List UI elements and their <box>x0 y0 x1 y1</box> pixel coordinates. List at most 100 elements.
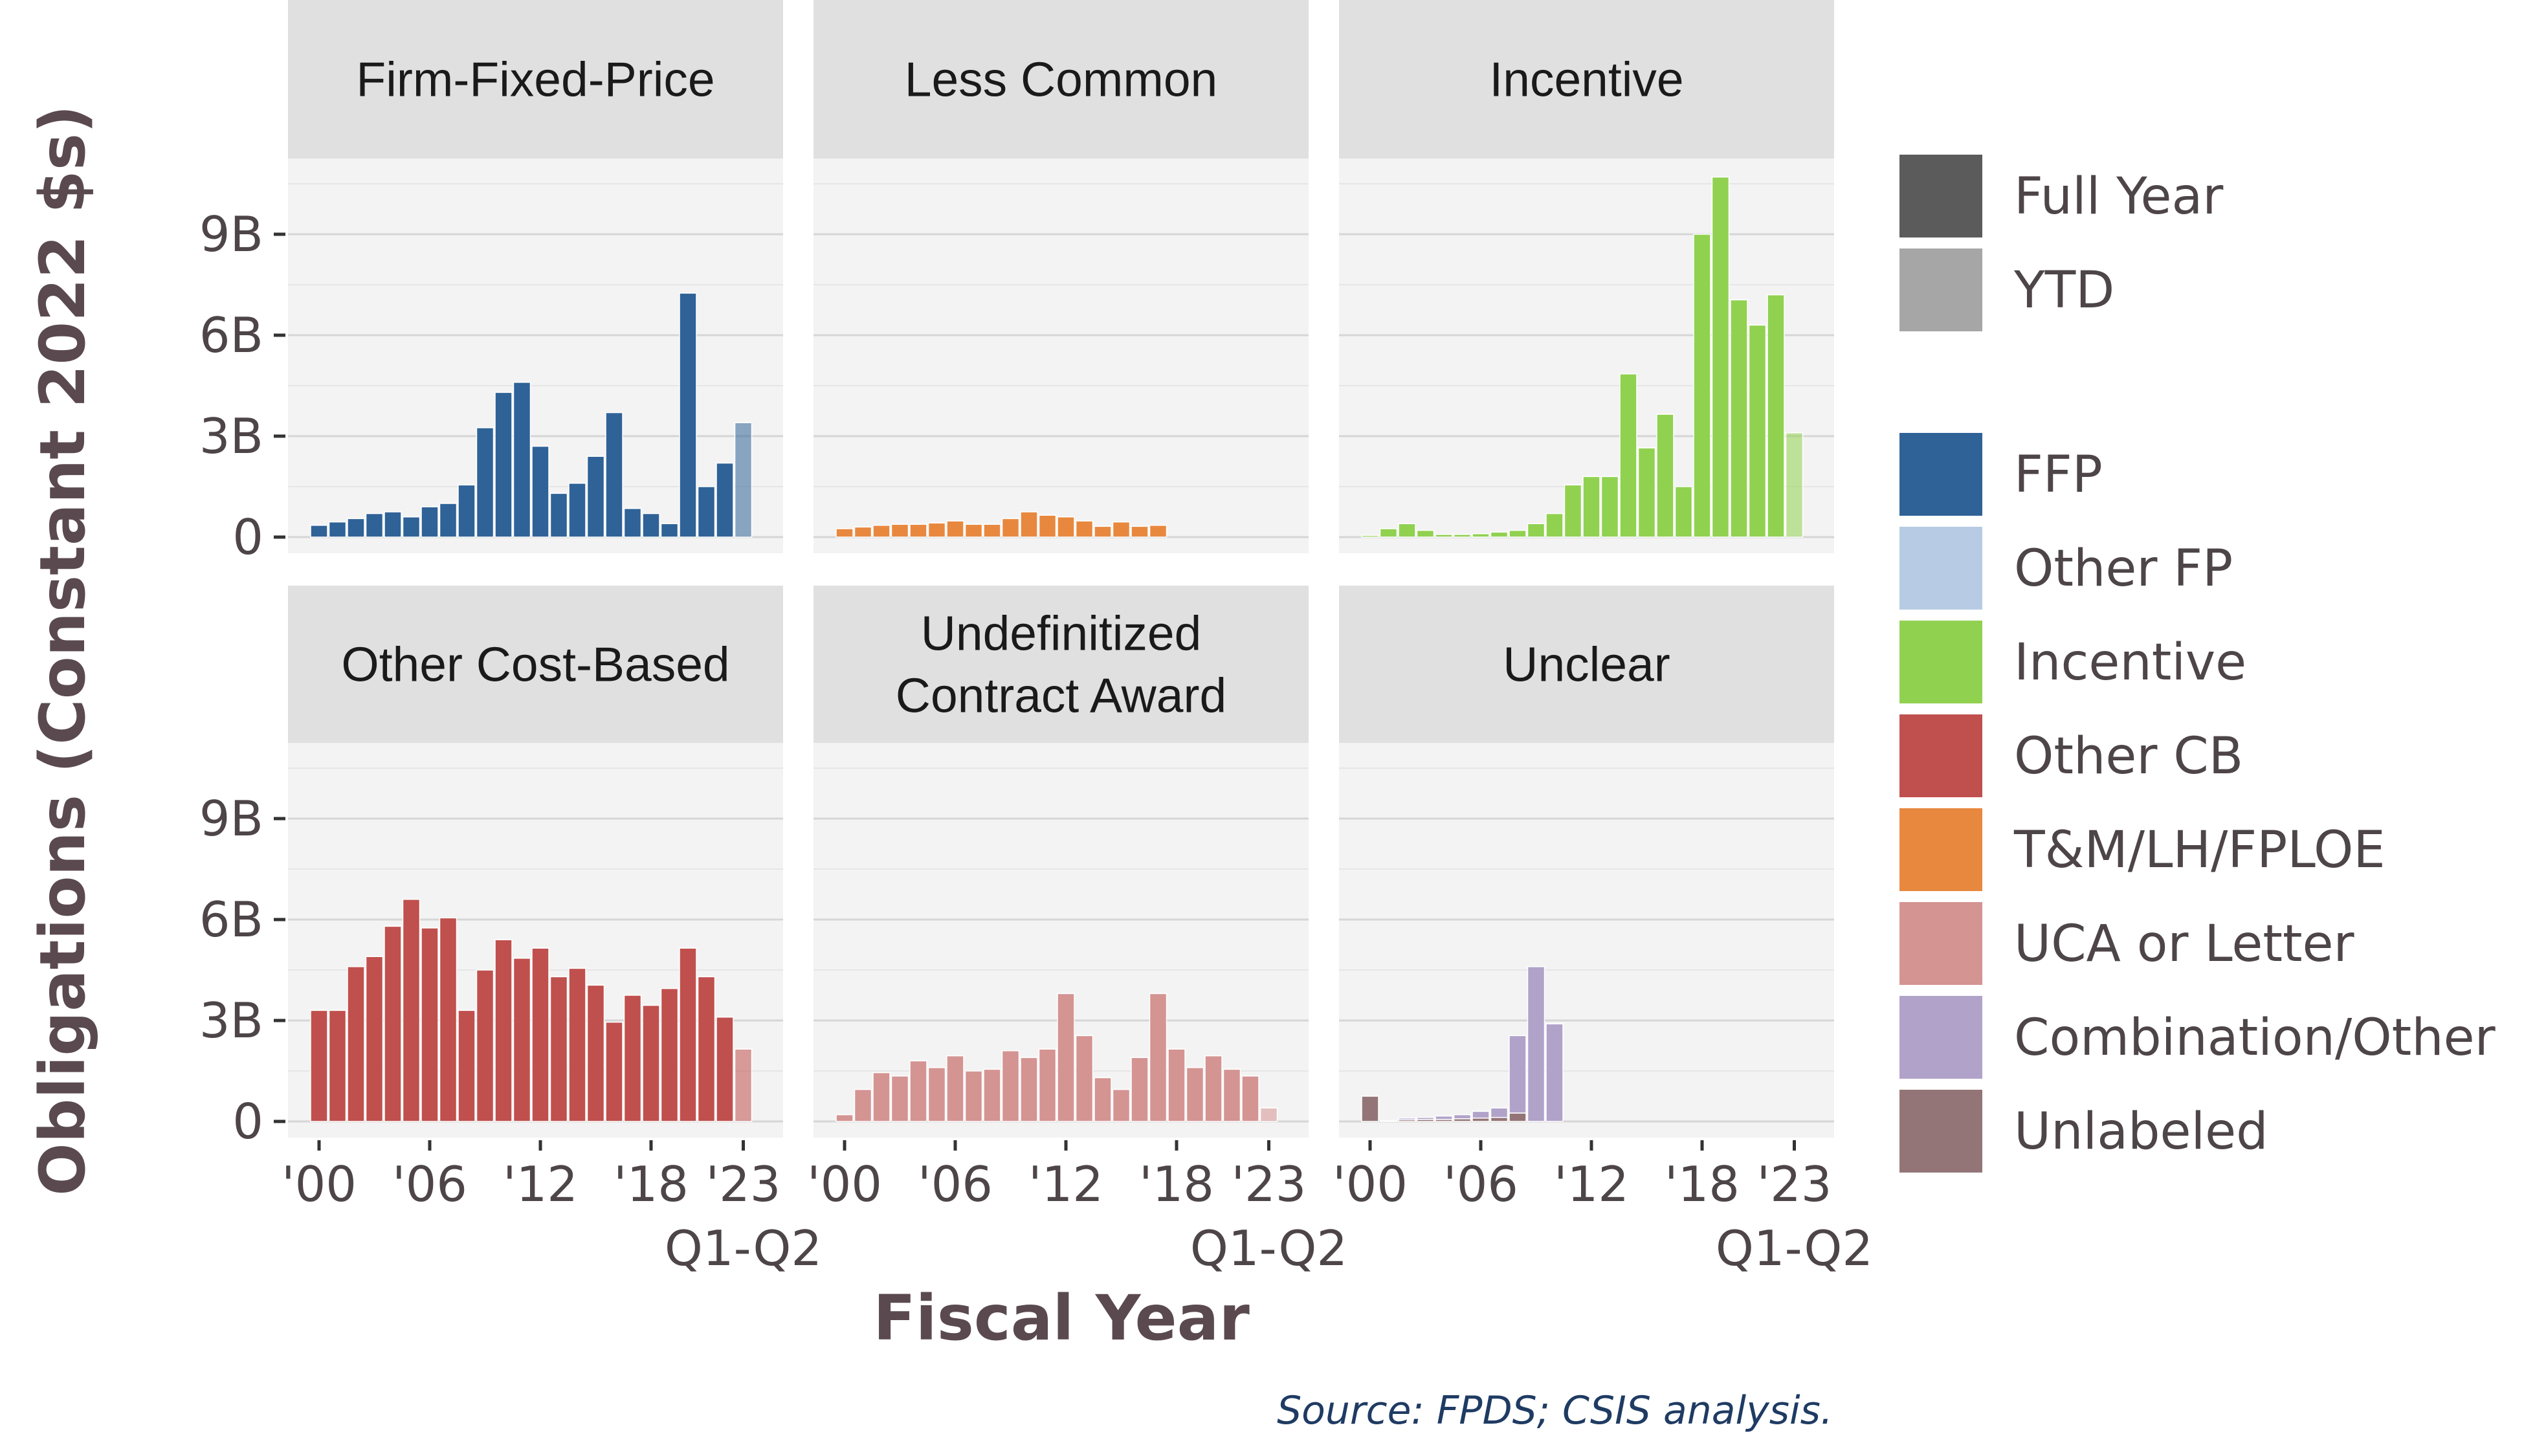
bar <box>347 518 365 538</box>
y-tick-label: 6B <box>199 891 263 948</box>
legend-item: Combination/Other <box>1896 992 2496 1083</box>
bar <box>1038 514 1057 538</box>
bar <box>1472 1118 1490 1122</box>
legend-swatch <box>1896 151 1986 241</box>
bar <box>1416 1117 1435 1120</box>
bar <box>421 506 439 538</box>
bar <box>1785 432 1804 538</box>
legend-label: UCA or Letter <box>2014 915 2355 973</box>
bar <box>1020 1057 1038 1122</box>
bar <box>1527 523 1545 538</box>
bar <box>891 1075 909 1122</box>
bar <box>1656 414 1674 538</box>
bar <box>1112 521 1131 538</box>
facet-strip <box>288 0 783 159</box>
bar <box>909 524 927 538</box>
facet-title: Contract Award <box>896 668 1226 723</box>
bar <box>1057 516 1075 538</box>
bar <box>328 1009 347 1122</box>
y-tick-label: 3B <box>199 408 263 465</box>
bar <box>1186 1067 1204 1122</box>
bar <box>983 524 1001 538</box>
x-tick-label: '23 <box>1231 1156 1306 1213</box>
x-tick-label: '18 <box>614 1156 689 1213</box>
bar <box>531 947 549 1122</box>
bar <box>586 456 605 538</box>
x-tick-label: '06 <box>392 1156 467 1213</box>
bar <box>494 939 513 1122</box>
bar <box>1674 486 1693 538</box>
legend-swatch <box>1896 898 1986 989</box>
facet-title: Undefinitized <box>921 606 1202 661</box>
bar <box>568 967 586 1122</box>
legend-label: YTD <box>2013 261 2114 320</box>
legend-swatch <box>1896 992 1986 1083</box>
legend-item: Other CB <box>1896 711 2243 801</box>
bar <box>513 382 531 538</box>
bar <box>439 917 458 1122</box>
plot-background <box>1339 743 1834 1138</box>
bar <box>623 508 642 538</box>
bar <box>1094 525 1112 538</box>
bar <box>1711 176 1730 538</box>
bar <box>1259 1107 1278 1122</box>
legend-item: UCA or Letter <box>1896 898 2355 989</box>
bar <box>421 927 439 1122</box>
bar <box>1204 1055 1223 1122</box>
bar <box>494 392 513 538</box>
bar <box>365 513 384 538</box>
x-tick-label: '06 <box>1443 1156 1518 1213</box>
facet-title: Unclear <box>1503 637 1670 692</box>
bar <box>642 1004 660 1122</box>
legend-swatch <box>1896 804 1986 895</box>
bar <box>1490 1117 1509 1122</box>
bar <box>1398 1118 1416 1121</box>
y-tick-label: 6B <box>199 307 263 364</box>
bar <box>946 1055 964 1122</box>
bar <box>1094 1077 1112 1122</box>
facet-panel: Incentive <box>1339 0 1834 553</box>
bar <box>679 947 697 1122</box>
bar <box>734 1048 753 1122</box>
bar <box>1001 518 1020 538</box>
bar <box>476 969 494 1122</box>
x-tick-label: '06 <box>918 1156 993 1213</box>
bar <box>983 1068 1001 1122</box>
bar <box>1527 966 1545 1122</box>
legend-swatch <box>1896 245 1986 335</box>
legend-swatch <box>1896 711 1986 801</box>
bar <box>927 1067 946 1122</box>
y-tick-label: 9B <box>199 790 263 847</box>
bar <box>1472 1110 1490 1119</box>
y-axis-title: Obligations (Constant 2022 $s) <box>27 105 99 1196</box>
bar <box>1490 1107 1509 1118</box>
bar <box>946 520 964 538</box>
bar <box>347 966 365 1122</box>
x-tick-sublabel: Q1-Q2 <box>665 1220 822 1277</box>
bar <box>1001 1050 1020 1122</box>
plot-background <box>814 159 1309 553</box>
bar <box>697 976 716 1122</box>
bar <box>1398 523 1416 538</box>
bar <box>891 524 909 538</box>
facet-strip <box>1339 586 1834 743</box>
facet-strip <box>814 0 1309 159</box>
bar <box>1472 533 1490 538</box>
x-axis-title: Fiscal Year <box>873 1282 1250 1354</box>
legend-item: Full Year <box>1896 151 2224 241</box>
bar <box>854 526 872 538</box>
bar <box>734 422 753 538</box>
facet-strip <box>1339 0 1834 159</box>
bar <box>513 958 531 1122</box>
bar <box>1075 520 1094 538</box>
x-tick-label: '12 <box>503 1156 578 1213</box>
legend-item: Other FP <box>1896 523 2233 613</box>
bar <box>697 486 716 538</box>
bar <box>660 523 679 538</box>
bar <box>1020 511 1038 538</box>
bar <box>402 516 421 538</box>
bar <box>458 1009 476 1122</box>
facet-panel: Other Cost-Based <box>288 586 783 1138</box>
bar <box>605 1021 623 1122</box>
bar <box>1509 529 1527 538</box>
